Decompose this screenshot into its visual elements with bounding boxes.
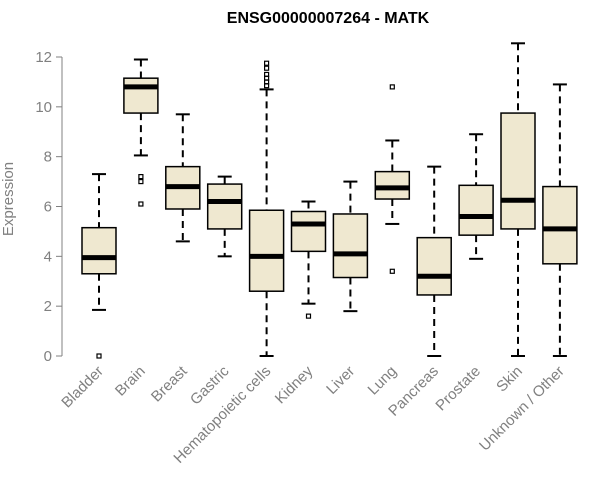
x-tick-label: Liver <box>323 363 358 398</box>
y-tick-label: 8 <box>44 149 52 166</box>
box-liver <box>332 180 369 313</box>
box-gastric <box>206 175 243 258</box>
outlier-point <box>264 60 270 66</box>
box-prostate <box>458 133 494 260</box>
outlier-point <box>389 268 395 274</box>
box-iqr <box>416 236 452 296</box>
box-iqr <box>542 185 578 265</box>
x-tick-label: Prostate <box>432 363 484 415</box>
x-tick-label: Bladder <box>58 363 107 412</box>
box-iqr <box>332 213 369 279</box>
x-tick-label: Lung <box>365 363 401 399</box>
outlier-point <box>96 353 102 359</box>
box-iqr <box>123 77 159 114</box>
y-tick-label: 4 <box>44 248 52 265</box>
y-tick-label: 2 <box>44 298 52 315</box>
outlier-point <box>389 84 395 90</box>
box-iqr <box>81 226 117 275</box>
x-tick-label: Breast <box>148 362 191 405</box>
y-tick-label: 12 <box>35 49 52 66</box>
y-axis: 0 2 4 6 8 10 12 <box>35 49 63 365</box>
outlier-point <box>264 71 270 78</box>
box-series <box>81 42 578 359</box>
box-iqr <box>206 183 243 230</box>
box-bladder <box>81 173 117 359</box>
y-tick-label: 0 <box>44 348 52 365</box>
box-lung <box>374 84 411 274</box>
box-iqr <box>458 184 494 236</box>
box-iqr <box>248 209 285 292</box>
box-iqr <box>290 210 327 253</box>
box-unknown-other <box>542 83 578 357</box>
box-hematopoietic-cells <box>248 60 285 357</box>
x-tick-label: Skin <box>493 363 526 396</box>
box-iqr <box>500 112 536 230</box>
box-kidney <box>290 200 327 319</box>
y-tick-label: 6 <box>44 199 52 216</box>
outlier-point <box>305 313 312 319</box>
outlier-point <box>264 65 270 71</box>
box-breast <box>165 113 201 243</box>
outlier-point <box>138 201 144 207</box>
chart-title: ENSG00000007264 - MATK <box>227 10 430 27</box>
outlier-point <box>138 178 144 185</box>
box-skin <box>500 42 536 357</box>
box-brain <box>123 58 159 207</box>
y-tick-label: 10 <box>35 99 52 116</box>
y-axis-label: Expression <box>0 162 17 236</box>
outlier-point <box>138 174 144 180</box>
x-tick-label: Kidney <box>272 362 317 407</box>
x-tick-label: Brain <box>112 363 149 400</box>
box-pancreas <box>416 165 452 357</box>
